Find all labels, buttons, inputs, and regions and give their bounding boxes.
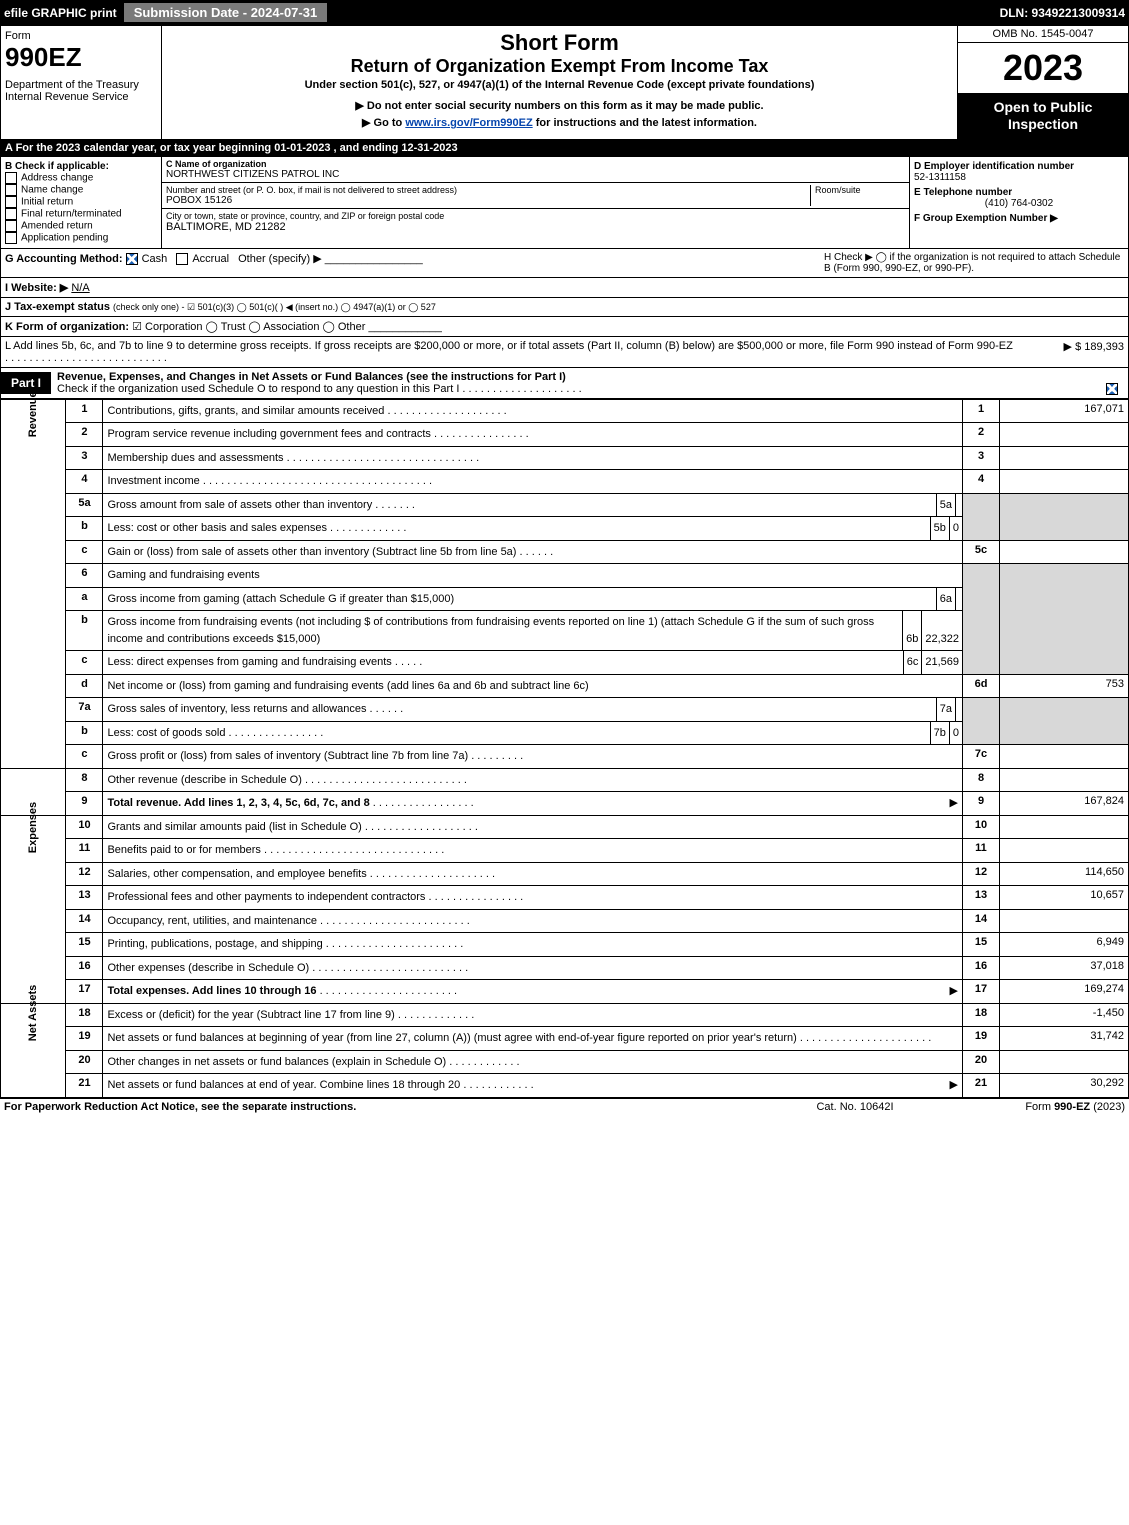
goto-note: ▶ Go to www.irs.gov/Form990EZ for instru… <box>168 116 951 129</box>
e-label: E Telephone number <box>914 187 1124 198</box>
line-1-value: 167,071 <box>1000 399 1129 423</box>
ein-value: 52-1311158 <box>914 172 1124 183</box>
g-accrual[interactable]: Accrual <box>192 253 229 265</box>
room-suite: Room/suite <box>810 185 905 206</box>
l-text: L Add lines 5b, 6c, and 7b to line 9 to … <box>5 340 1014 364</box>
b-opt-5[interactable]: Application pending <box>21 232 108 243</box>
part-i-tab: Part I <box>1 372 51 394</box>
open-inspection: Open to Public Inspection <box>958 93 1128 139</box>
top-bar: efile GRAPHIC print Submission Date - 20… <box>0 0 1129 25</box>
g-cash[interactable]: Cash <box>142 253 168 265</box>
form-number: 990EZ <box>5 42 157 73</box>
irs-label: Internal Revenue Service <box>5 91 157 103</box>
b-opt-2[interactable]: Initial return <box>21 196 73 207</box>
revenue-label: Revenue <box>27 380 39 436</box>
form-footer: Form 990-EZ (2023) <box>945 1101 1125 1113</box>
i-label: I Website: ▶ <box>5 282 68 294</box>
dln-label: DLN: 93492213009314 <box>1000 6 1125 20</box>
org-street: POBOX 15126 <box>166 195 810 206</box>
under-section: Under section 501(c), 527, or 4947(a)(1)… <box>168 79 951 91</box>
org-city: BALTIMORE, MD 21282 <box>166 221 905 233</box>
d-label: D Employer identification number <box>914 161 1124 172</box>
g-label: G Accounting Method: <box>5 253 123 265</box>
org-name: NORTHWEST CITIZENS PATROL INC <box>166 169 905 180</box>
g-other[interactable]: Other (specify) ▶ <box>238 253 322 265</box>
efile-label: efile GRAPHIC print <box>4 6 117 20</box>
pra-notice: For Paperwork Reduction Act Notice, see … <box>4 1101 765 1113</box>
j-label: J Tax-exempt status <box>5 301 110 313</box>
c-name-label: C Name of organization <box>166 159 905 169</box>
tax-year: 2023 <box>958 43 1128 93</box>
dept-label: Department of the Treasury <box>5 79 157 91</box>
part-i-header: Part I Revenue, Expenses, and Changes in… <box>0 368 1129 399</box>
b-opt-0[interactable]: Address change <box>21 172 93 183</box>
b-opt-4[interactable]: Amended return <box>21 220 93 231</box>
c-city-label: City or town, state or province, country… <box>166 211 905 221</box>
c-street-label: Number and street (or P. O. box, if mail… <box>166 185 810 195</box>
submission-date-button[interactable]: Submission Date - 2024-07-31 <box>123 2 329 23</box>
part-i-title: Revenue, Expenses, and Changes in Net As… <box>57 371 566 383</box>
part-i-check: Check if the organization used Schedule … <box>57 383 459 395</box>
website-value: N/A <box>71 282 89 294</box>
h-text: H Check ▶ ◯ if the organization is not r… <box>824 252 1124 274</box>
short-form-title: Short Form <box>168 30 951 56</box>
form-word: Form <box>5 30 157 42</box>
b-label: B Check if applicable: <box>5 161 157 172</box>
irs-link[interactable]: www.irs.gov/Form990EZ <box>405 117 532 129</box>
l-value: ▶ $ 189,393 <box>1014 340 1124 364</box>
b-opt-3[interactable]: Final return/terminated <box>21 208 122 219</box>
netassets-label: Net Assets <box>27 984 39 1040</box>
footer: For Paperwork Reduction Act Notice, see … <box>0 1098 1129 1115</box>
expenses-label: Expenses <box>27 796 39 852</box>
k-rest: ☑ Corporation ◯ Trust ◯ Association ◯ Ot… <box>132 321 365 333</box>
f-label: F Group Exemption Number ▶ <box>914 213 1124 224</box>
b-opt-1[interactable]: Name change <box>21 184 83 195</box>
j-rest: (check only one) - ☑ 501(c)(3) ◯ 501(c)(… <box>113 302 436 312</box>
omb-number: OMB No. 1545-0047 <box>958 26 1128 43</box>
rows-bcdef: B Check if applicable: Address change Na… <box>0 157 1129 249</box>
line-6d-value: 753 <box>1000 674 1129 698</box>
return-title: Return of Organization Exempt From Incom… <box>168 56 951 77</box>
k-label: K Form of organization: <box>5 321 129 333</box>
form-header: Form 990EZ Department of the Treasury In… <box>0 25 1129 140</box>
ssn-note: ▶ Do not enter social security numbers o… <box>168 99 951 112</box>
phone-value: (410) 764-0302 <box>914 198 1124 209</box>
cat-no: Cat. No. 10642I <box>765 1101 945 1113</box>
row-a: A For the 2023 calendar year, or tax yea… <box>0 140 1129 157</box>
line-9-value: 167,824 <box>1000 792 1129 816</box>
part-i-table: Revenue 1Contributions, gifts, grants, a… <box>0 399 1129 1098</box>
